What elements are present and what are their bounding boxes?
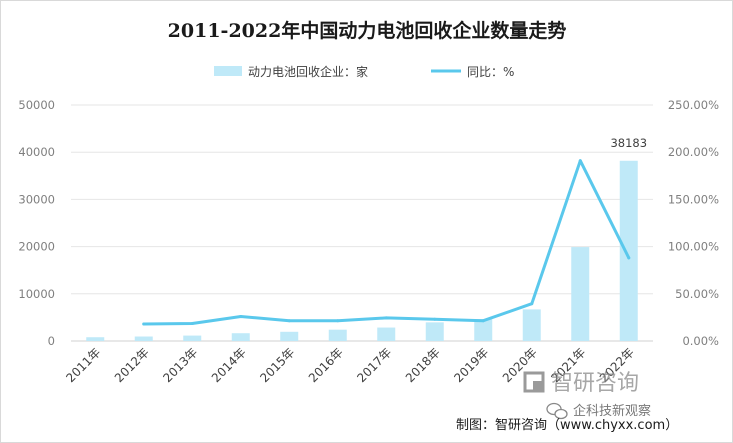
y-left-tick-label: 20000 xyxy=(18,240,55,254)
chart-title: 2011-2022年中国动力电池回收企业数量走势 xyxy=(168,19,567,42)
bar xyxy=(619,160,638,341)
line-point xyxy=(190,322,194,326)
y-left-tick-label: 40000 xyxy=(18,145,55,159)
line-point xyxy=(578,159,582,163)
line-series xyxy=(142,159,631,326)
bar xyxy=(231,333,250,341)
line-point xyxy=(239,314,243,318)
y-axis-left: 0 10000 20000 30000 40000 50000 xyxy=(18,98,55,348)
watermark: 智研咨询 企科技新观察 xyxy=(523,371,651,420)
bar xyxy=(474,319,493,341)
legend-bar-swatch xyxy=(214,66,242,76)
y-axis-right: 0.00% 50.00% 100.00% 150.00% 200.00% 250.00% xyxy=(668,98,719,348)
x-tick-label: 2017年 xyxy=(354,345,394,385)
y-right-tick-label: 50.00% xyxy=(675,287,719,301)
data-labels: 38183 xyxy=(610,136,647,150)
x-tick-label: 2013年 xyxy=(160,345,200,385)
watermark-brand: 智研咨询 xyxy=(551,371,639,396)
bar xyxy=(280,331,299,341)
line-point xyxy=(530,302,534,306)
bar xyxy=(328,329,347,341)
x-tick-label: 2020年 xyxy=(500,345,540,385)
line-point xyxy=(142,322,146,326)
legend-line-label: 同比：% xyxy=(467,65,514,79)
watermark-wechat: 企科技新观察 xyxy=(573,403,651,419)
line-series-path xyxy=(142,159,631,326)
x-tick-label: 2016年 xyxy=(306,345,346,385)
bar xyxy=(571,247,590,341)
gridlines xyxy=(71,104,653,342)
legend-bar-label: 动力电池回收企业：家 xyxy=(248,64,368,79)
x-tick-label: 2019年 xyxy=(451,345,491,385)
y-right-tick-label: 100.00% xyxy=(668,240,719,254)
y-right-tick-label: 150.00% xyxy=(668,192,719,206)
y-left-tick-label: 10000 xyxy=(18,287,55,301)
data-label: 38183 xyxy=(610,136,647,150)
x-tick-label: 2012年 xyxy=(112,345,152,385)
legend: 动力电池回收企业：家 同比：% xyxy=(214,64,514,79)
y-left-tick-label: 50000 xyxy=(18,98,55,112)
bar xyxy=(522,309,541,341)
x-tick-label: 2011年 xyxy=(63,345,103,385)
y-right-tick-label: 250.00% xyxy=(668,98,719,112)
bar xyxy=(377,327,396,341)
y-right-tick-label: 200.00% xyxy=(668,145,719,159)
brand-logo-icon xyxy=(523,371,545,393)
source-note: 制图：智研咨询（www.chyxx.com） xyxy=(456,418,678,433)
wechat-icon xyxy=(546,402,568,420)
line-point xyxy=(627,256,631,260)
line-point xyxy=(433,317,437,321)
y-left-tick-label: 0 xyxy=(48,334,55,348)
y-right-tick-label: 0.00% xyxy=(682,334,719,348)
line-point xyxy=(287,319,291,323)
x-tick-label: 2014年 xyxy=(209,345,249,385)
bar xyxy=(134,336,153,341)
y-left-tick-label: 30000 xyxy=(18,192,55,206)
line-point xyxy=(384,316,388,320)
line-point xyxy=(481,319,485,323)
bar-series xyxy=(86,160,638,341)
bar xyxy=(86,337,105,341)
bar xyxy=(425,322,444,341)
bar xyxy=(183,335,202,341)
x-tick-label: 2018年 xyxy=(403,345,443,385)
line-point xyxy=(336,319,340,323)
x-tick-label: 2015年 xyxy=(257,345,297,385)
